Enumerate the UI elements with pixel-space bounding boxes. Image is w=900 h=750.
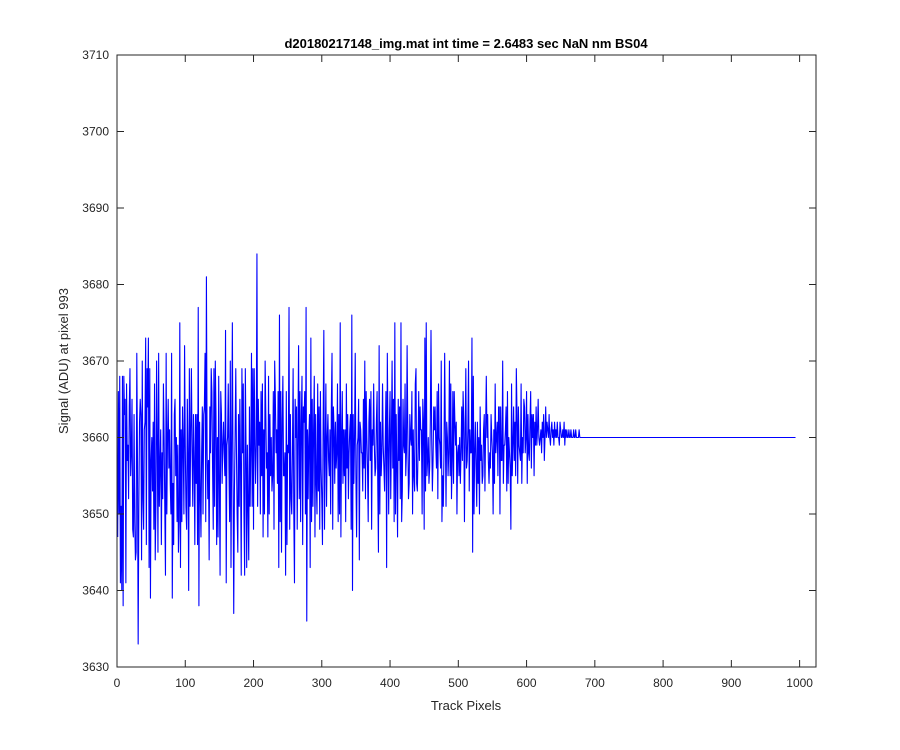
series-line: [117, 253, 796, 645]
chart-title: d20180217148_img.mat int time = 2.6483 s…: [284, 36, 648, 51]
y-tick-label: 3710: [82, 48, 109, 62]
y-tick-label: 3680: [82, 278, 109, 292]
y-tick-label: 3690: [82, 201, 109, 215]
y-tick-label: 3630: [82, 660, 109, 674]
y-axis: 3630 3640 3650 3660 3670 3680 3690 3700 3710: [82, 48, 816, 674]
y-tick-label: 3660: [82, 431, 109, 445]
x-axis: 0 100 200 300 400 500 600 700 800 900 1000: [114, 55, 813, 690]
x-tick-label: 500: [448, 676, 468, 690]
x-tick-label: 800: [653, 676, 673, 690]
x-tick-label: 1000: [786, 676, 813, 690]
x-tick-label: 900: [721, 676, 741, 690]
x-tick-label: 0: [114, 676, 121, 690]
series-layer: [117, 253, 796, 645]
x-tick-label: 300: [312, 676, 332, 690]
x-tick-label: 600: [517, 676, 537, 690]
x-tick-label: 700: [585, 676, 605, 690]
x-tick-label: 100: [175, 676, 195, 690]
y-axis-label: Signal (ADU) at pixel 993: [56, 288, 71, 434]
x-tick-label: 400: [380, 676, 400, 690]
y-tick-label: 3670: [82, 354, 109, 368]
plot-area: [117, 55, 816, 667]
x-axis-label: Track Pixels: [431, 698, 502, 713]
x-tick-label: 200: [244, 676, 264, 690]
y-tick-label: 3700: [82, 125, 109, 139]
y-tick-label: 3640: [82, 584, 109, 598]
y-tick-label: 3650: [82, 507, 109, 521]
